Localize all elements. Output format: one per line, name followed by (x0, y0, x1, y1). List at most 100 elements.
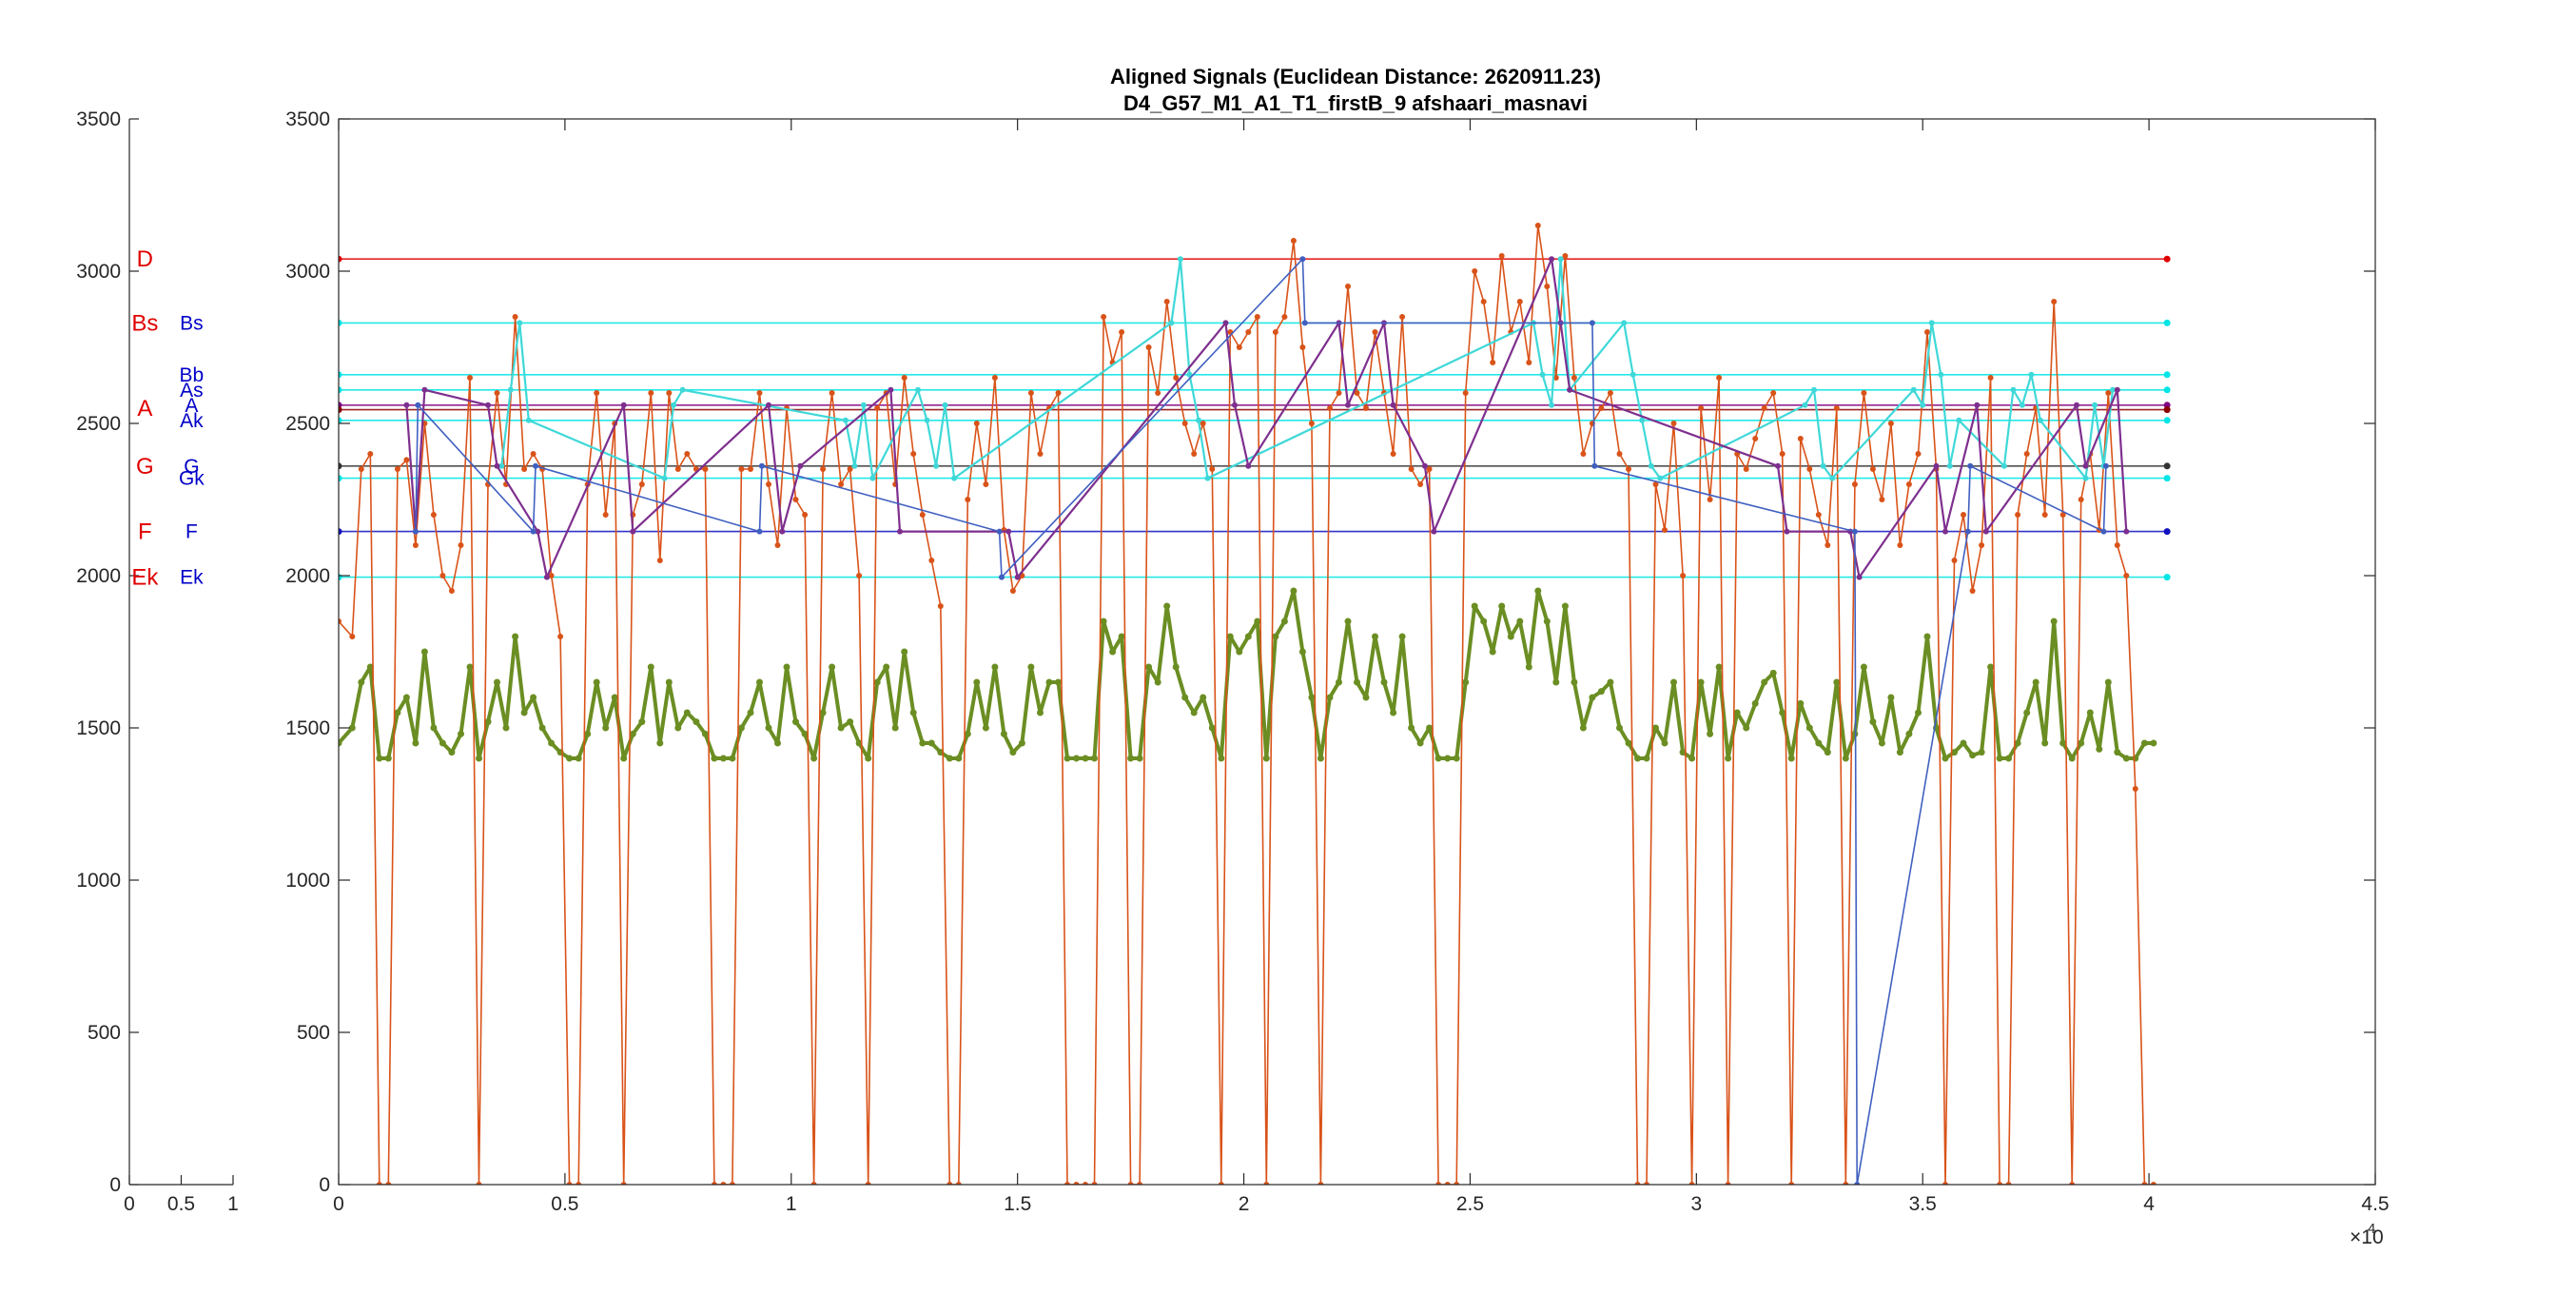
data-point (1539, 371, 1546, 378)
data-point (638, 718, 646, 726)
data-point (1707, 730, 1714, 737)
main-x-tick-label: 0.5 (551, 1193, 578, 1215)
data-point (829, 390, 835, 396)
data-point (1181, 421, 1188, 426)
data-point (1869, 718, 1877, 726)
main-axes-box (338, 118, 2376, 1186)
data-point (855, 739, 863, 747)
data-point (557, 634, 564, 639)
data-point (1308, 421, 1315, 426)
data-point (766, 402, 771, 408)
data-point (2114, 542, 2120, 548)
data-point (1561, 602, 1569, 610)
main-y-tick-label: 3500 (285, 108, 330, 130)
data-point (783, 663, 790, 671)
note-label-red: D (137, 246, 153, 272)
data-point (2069, 1182, 2076, 1185)
data-point (2150, 739, 2157, 747)
data-point (1607, 678, 1614, 686)
data-point (684, 451, 691, 457)
data-point (955, 755, 963, 762)
data-point (339, 618, 342, 624)
data-point (1820, 462, 1826, 469)
data-point (1490, 360, 1496, 365)
data-point (1136, 755, 1143, 762)
data-point (575, 755, 582, 762)
data-point (901, 648, 908, 656)
main-y-tick-label: 2000 (285, 565, 330, 587)
data-point (891, 724, 899, 732)
data-point (2141, 1182, 2148, 1185)
data-point (530, 528, 537, 535)
data-point (1390, 402, 1396, 408)
data-point (1372, 329, 1378, 335)
data-point (611, 694, 618, 701)
data-point (1045, 678, 1053, 686)
main-y-tick-label: 3000 (285, 261, 330, 283)
left-y-tick-label: 1000 (76, 870, 121, 892)
main-x-ticks: 0 0.5 1 1.5 2 2.5 3 3.5 4 4.5 (333, 119, 2390, 1215)
data-point (1299, 256, 1306, 263)
data-point (2105, 390, 2112, 396)
data-point (1390, 451, 1396, 457)
data-point (1897, 542, 1903, 548)
data-point (1163, 299, 1170, 304)
data-point (729, 1182, 735, 1185)
data-point (1516, 299, 1523, 304)
data-point (747, 709, 754, 716)
data-point (955, 1182, 962, 1185)
data-point (1454, 1182, 1460, 1185)
reference-line-start-marker (339, 475, 342, 482)
data-point (466, 663, 474, 671)
data-point (1770, 390, 1777, 396)
data-point (2023, 451, 2030, 457)
data-point (1431, 528, 1437, 535)
main-x-tick-label: 2 (1239, 1193, 1250, 1215)
data-point (1851, 481, 1858, 487)
data-point (737, 724, 745, 732)
data-point (1489, 648, 1496, 656)
data-point (909, 709, 917, 716)
data-point (1344, 618, 1352, 625)
data-point (2132, 755, 2139, 762)
left-y-tick-label: 2500 (76, 413, 121, 435)
data-point (1643, 755, 1650, 762)
data-point (1299, 344, 1306, 350)
data-point (1218, 1182, 1224, 1185)
data-point (1226, 633, 1234, 640)
left-y-tick-label: 0 (109, 1174, 121, 1196)
data-point (1236, 648, 1243, 656)
main-y-tick-label: 500 (297, 1022, 330, 1044)
left-x-tick-label: 1 (227, 1193, 239, 1215)
left-axes-background (129, 119, 233, 1185)
data-point (358, 466, 364, 472)
data-point (507, 386, 514, 393)
note-label-blue: Ak (180, 410, 204, 432)
data-point (1833, 405, 1840, 411)
data-point (665, 678, 673, 686)
data-point (2023, 709, 2031, 716)
data-point (543, 574, 550, 580)
data-point (1571, 375, 1577, 381)
data-point (620, 1182, 627, 1185)
data-point (1055, 678, 1062, 686)
data-point (842, 417, 849, 423)
data-point (648, 390, 654, 396)
data-point (1082, 755, 1089, 762)
data-point (1037, 451, 1044, 457)
note-label-blue: As (180, 380, 204, 402)
chart-title: Aligned Signals (Euclidean Distance: 262… (1110, 65, 1601, 88)
data-point (2015, 512, 2021, 518)
data-point (1000, 730, 1007, 737)
data-point (2122, 755, 2130, 762)
data-point (1815, 739, 1823, 747)
note-label-blue: Bs (180, 312, 204, 334)
data-point (1204, 475, 1211, 481)
data-point (512, 314, 518, 320)
data-point (1743, 724, 1750, 732)
data-point (602, 512, 609, 518)
data-point (2078, 497, 2084, 502)
data-point (1670, 421, 1677, 426)
data-point (801, 730, 809, 737)
